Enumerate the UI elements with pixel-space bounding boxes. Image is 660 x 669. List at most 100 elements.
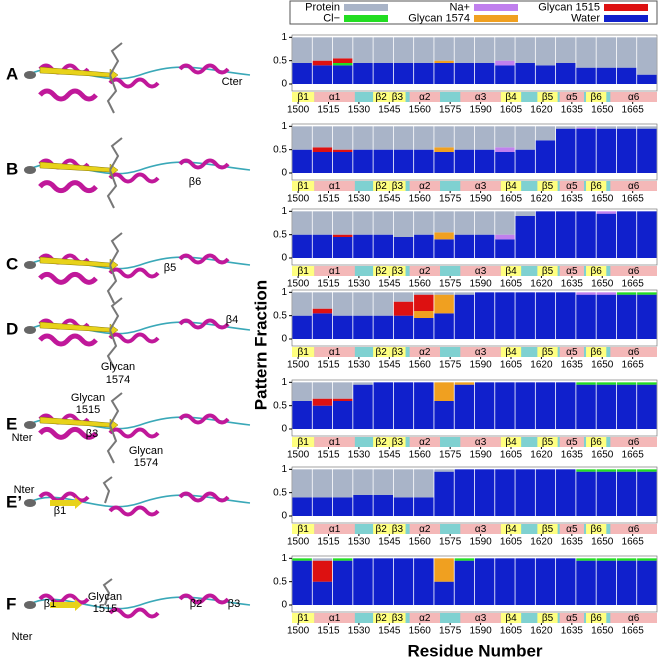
annotation: β3 xyxy=(228,598,240,610)
structure-label: α3 xyxy=(475,347,487,358)
bar-segment xyxy=(373,469,393,495)
structure-segment xyxy=(586,347,607,357)
bar-segment xyxy=(474,469,495,516)
bar-segment xyxy=(637,211,657,258)
bar-segment xyxy=(393,126,414,150)
y-axis-label: Pattern Fraction xyxy=(251,280,270,410)
bar-segment xyxy=(393,301,414,316)
x-tick-label: 1515 xyxy=(317,450,340,461)
plot-area xyxy=(291,289,658,347)
structure-label: β5 xyxy=(542,181,554,192)
x-tick-label: 1500 xyxy=(287,279,310,290)
x-tick-label: 1515 xyxy=(317,279,340,290)
terminus xyxy=(24,421,36,429)
bar-segment xyxy=(393,292,414,302)
y-tick-label: 1 xyxy=(281,206,287,217)
bar-segment xyxy=(596,128,617,173)
bar-segment xyxy=(515,382,535,429)
structure-label: β1 xyxy=(297,613,309,624)
panel-letter: B xyxy=(6,159,18,178)
structure-label: α3 xyxy=(475,613,487,624)
plot-area xyxy=(291,555,658,613)
bar-segment xyxy=(292,37,312,63)
bar-segment xyxy=(434,313,454,339)
bar-segment xyxy=(576,384,596,429)
structure-label: β5 xyxy=(542,437,554,448)
structure-label: β6 xyxy=(591,181,603,192)
structure-label: α6 xyxy=(628,347,640,358)
structure-segment xyxy=(537,266,558,276)
x-tick-label: 1515 xyxy=(317,105,340,116)
x-tick-label: 1545 xyxy=(378,105,401,116)
bar-segment xyxy=(454,37,475,63)
annotation: 1515 xyxy=(76,404,100,416)
bar-segment xyxy=(616,211,637,258)
bar-segment xyxy=(373,558,393,605)
bar-segment xyxy=(576,126,596,128)
structure-segment xyxy=(500,347,522,357)
structure-segment xyxy=(537,181,558,191)
bar-segment xyxy=(515,149,535,173)
bar-segment xyxy=(414,382,434,429)
bar-segment xyxy=(414,318,434,339)
structure-label: α5 xyxy=(566,524,578,535)
x-tick-label: 1575 xyxy=(439,360,462,371)
bar-segment xyxy=(637,292,657,295)
annotation: Glycan xyxy=(71,392,105,404)
x-tick-label: 1650 xyxy=(591,279,614,290)
bar-segment xyxy=(292,382,312,401)
bar-segment xyxy=(332,315,353,339)
bar-segment xyxy=(414,292,434,295)
bar-segment xyxy=(495,558,515,605)
structure-segment xyxy=(460,437,501,447)
bar-segment xyxy=(556,37,576,63)
bar-segment xyxy=(596,292,617,295)
plot-area xyxy=(291,466,658,524)
x-axis-label: Residue Number xyxy=(407,641,542,660)
structure-segment xyxy=(314,266,355,276)
y-tick-label: 0 xyxy=(281,334,287,345)
helix xyxy=(38,333,98,347)
bar-segment xyxy=(596,384,617,429)
structure-segment xyxy=(460,266,501,276)
bar-segment xyxy=(556,128,576,173)
bar-segment xyxy=(616,469,637,472)
bar-segment xyxy=(616,382,637,385)
structure-segment xyxy=(389,524,406,534)
structure-segment xyxy=(389,437,406,447)
bar-segment xyxy=(434,211,454,233)
panel-letter: E xyxy=(6,414,17,433)
structure-label: β3 xyxy=(392,181,404,192)
bar-segment xyxy=(576,127,596,129)
structure-label: β2 xyxy=(376,613,388,624)
bar-segment xyxy=(414,211,434,235)
structure-label: β6 xyxy=(591,266,603,277)
bar-segment xyxy=(414,497,434,516)
bar-segment xyxy=(332,292,353,316)
bar-segment xyxy=(414,311,434,318)
bar-segment xyxy=(535,211,556,258)
strand xyxy=(39,256,119,272)
structure-segment xyxy=(389,347,406,357)
structure-label: β6 xyxy=(591,92,603,103)
x-tick-label: 1590 xyxy=(469,360,492,371)
structure-segment xyxy=(586,524,607,534)
bar-segment xyxy=(596,471,617,516)
bar-segment xyxy=(332,37,353,59)
bar-segment xyxy=(332,126,353,150)
structure-label: β1 xyxy=(297,347,309,358)
bar-segment xyxy=(474,211,495,235)
legend-label: Glycan 1574 xyxy=(408,12,470,24)
x-tick-label: 1590 xyxy=(469,279,492,290)
structure-segment xyxy=(314,524,355,534)
structure-segment xyxy=(292,92,315,102)
structure-segment xyxy=(373,524,390,534)
bar-segment xyxy=(292,292,312,316)
x-tick-label: 1620 xyxy=(530,194,553,205)
structure-segment xyxy=(373,613,390,623)
bar-segment xyxy=(332,149,353,152)
x-tick-label: 1605 xyxy=(500,105,523,116)
bar-segment xyxy=(434,63,454,84)
structure-label: α1 xyxy=(329,524,341,535)
structure-segment xyxy=(537,524,558,534)
